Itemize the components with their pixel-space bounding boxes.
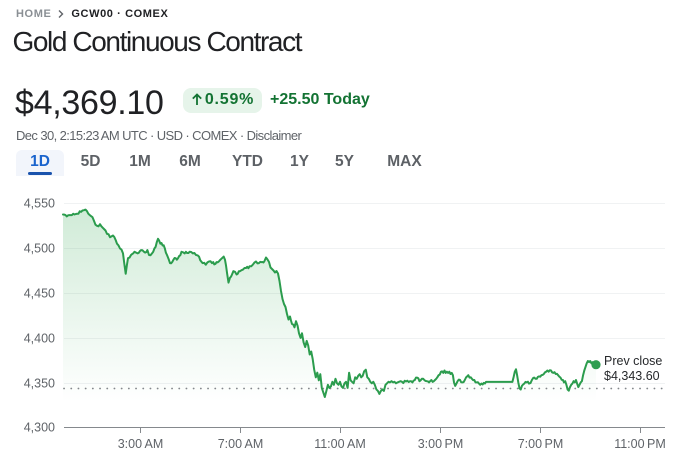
svg-text:3:00 AM: 3:00 AM (118, 437, 164, 451)
svg-text:4,350: 4,350 (24, 377, 55, 391)
svg-text:4,400: 4,400 (24, 332, 55, 346)
svg-text:11:00 PM: 11:00 PM (614, 437, 666, 451)
svg-text:4,550: 4,550 (24, 197, 55, 211)
svg-text:3:00 PM: 3:00 PM (418, 437, 464, 451)
svg-text:Prev close: Prev close (604, 354, 662, 368)
svg-text:7:00 AM: 7:00 AM (218, 437, 264, 451)
svg-text:4,500: 4,500 (24, 242, 55, 256)
svg-text:$4,343.60: $4,343.60 (604, 369, 660, 383)
svg-text:7:00 PM: 7:00 PM (518, 437, 564, 451)
svg-text:4,450: 4,450 (24, 287, 55, 301)
svg-text:4,300: 4,300 (24, 421, 55, 435)
svg-text:11:00 AM: 11:00 AM (314, 437, 366, 451)
